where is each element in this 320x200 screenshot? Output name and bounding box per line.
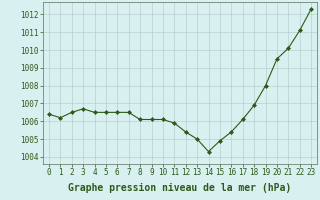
X-axis label: Graphe pression niveau de la mer (hPa): Graphe pression niveau de la mer (hPa)	[68, 183, 292, 193]
